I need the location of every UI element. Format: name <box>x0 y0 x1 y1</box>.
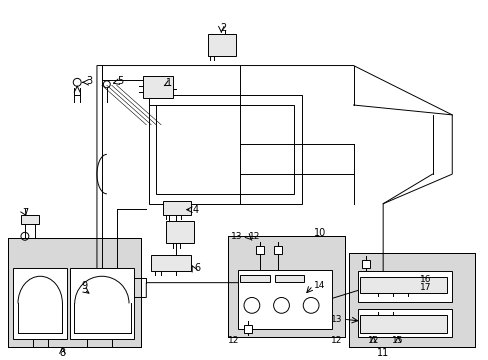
Text: 17: 17 <box>419 283 430 292</box>
FancyBboxPatch shape <box>358 309 451 337</box>
Text: 11: 11 <box>376 348 388 358</box>
FancyBboxPatch shape <box>21 215 39 224</box>
FancyBboxPatch shape <box>362 260 369 268</box>
Text: 15: 15 <box>391 336 403 345</box>
Text: 14: 14 <box>313 281 325 290</box>
FancyBboxPatch shape <box>70 268 134 339</box>
Text: 4: 4 <box>192 204 199 215</box>
Text: 1: 1 <box>166 78 172 88</box>
FancyBboxPatch shape <box>151 255 190 271</box>
Text: 9: 9 <box>81 281 87 291</box>
FancyBboxPatch shape <box>228 236 344 337</box>
Text: 10: 10 <box>313 228 325 238</box>
FancyBboxPatch shape <box>274 275 304 282</box>
Text: 6: 6 <box>194 263 201 273</box>
FancyBboxPatch shape <box>255 246 263 254</box>
Text: 13: 13 <box>230 232 242 241</box>
FancyBboxPatch shape <box>143 76 173 98</box>
FancyBboxPatch shape <box>273 246 281 254</box>
FancyBboxPatch shape <box>348 253 474 347</box>
Text: 12: 12 <box>249 232 260 241</box>
FancyBboxPatch shape <box>166 221 193 243</box>
Text: 12: 12 <box>228 336 239 345</box>
FancyBboxPatch shape <box>238 270 331 329</box>
FancyBboxPatch shape <box>163 201 190 215</box>
Text: 7: 7 <box>22 208 28 217</box>
Text: 12: 12 <box>367 336 378 345</box>
FancyBboxPatch shape <box>208 34 236 56</box>
Text: 13: 13 <box>330 315 342 324</box>
FancyBboxPatch shape <box>360 277 447 293</box>
Text: 3: 3 <box>86 76 92 86</box>
FancyBboxPatch shape <box>240 275 269 282</box>
FancyBboxPatch shape <box>8 238 141 347</box>
Text: 16: 16 <box>419 275 430 284</box>
Text: 5: 5 <box>117 76 122 86</box>
FancyBboxPatch shape <box>13 268 67 339</box>
FancyBboxPatch shape <box>358 271 451 302</box>
Text: 8: 8 <box>59 348 65 358</box>
FancyBboxPatch shape <box>244 325 251 333</box>
Text: 12: 12 <box>330 336 342 345</box>
FancyBboxPatch shape <box>360 315 447 333</box>
Text: 2: 2 <box>220 23 226 33</box>
